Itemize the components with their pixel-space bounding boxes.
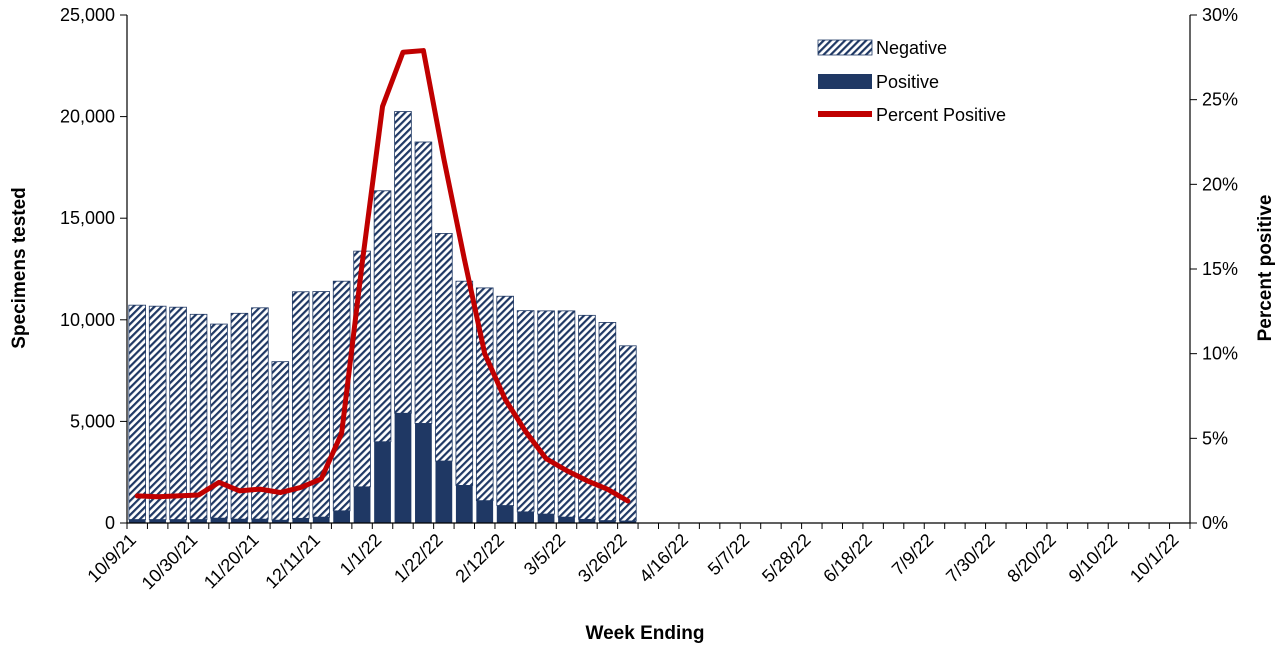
bars-layer <box>128 111 637 523</box>
y-tick-label: 15,000 <box>60 208 115 228</box>
y-tick-label: 20,000 <box>60 107 115 127</box>
bar-positive <box>415 423 432 523</box>
bar-negative <box>148 305 167 520</box>
legend-label-positive: Positive <box>876 72 939 92</box>
bar-positive <box>517 511 534 523</box>
bar-positive <box>496 505 514 523</box>
x-tick-label: 11/20/21 <box>200 530 263 593</box>
bar-negative <box>271 361 290 521</box>
legend-label-negative: Negative <box>876 38 947 58</box>
bar-negative <box>516 310 535 513</box>
x-axis-title: Week Ending <box>586 623 705 644</box>
y-tick-label: 25,000 <box>60 5 115 25</box>
x-tick-label: 5/28/22 <box>758 530 815 587</box>
bar-positive <box>210 518 228 523</box>
x-tick-label: 8/20/22 <box>1003 530 1060 587</box>
bar-negative <box>414 141 433 424</box>
y2-tick-label: 30% <box>1202 5 1238 25</box>
bar-positive <box>394 413 412 523</box>
bar-positive <box>292 518 310 523</box>
bar-positive <box>128 519 146 523</box>
x-tick-label: 10/9/21 <box>83 530 140 587</box>
bar-positive <box>312 517 330 523</box>
bar-negative <box>578 314 596 520</box>
x-tick-label: 12/11/21 <box>261 530 324 593</box>
x-tick-label: 1/1/22 <box>336 530 386 580</box>
x-tick-label: 10/1/22 <box>1126 530 1183 587</box>
x-tick-label: 6/18/22 <box>819 530 876 587</box>
x-tick-label: 7/9/22 <box>888 530 938 580</box>
y-tick-label: 5,000 <box>70 411 115 431</box>
y-tick-label: 0 <box>105 513 115 533</box>
percent-positive-line <box>134 48 631 504</box>
x-tick-label: 3/5/22 <box>520 530 570 580</box>
bar-negative <box>435 233 453 462</box>
bar-negative <box>557 310 576 518</box>
bar-negative <box>394 111 412 414</box>
bar-positive <box>169 519 187 523</box>
legend: Negative Positive Percent Positive <box>817 38 1006 125</box>
bar-negative <box>537 310 555 515</box>
legend-swatch-positive <box>818 74 872 89</box>
y2-tick-label: 25% <box>1202 90 1238 110</box>
x-tick-label: 4/16/22 <box>635 530 692 587</box>
bar-positive <box>271 520 289 523</box>
y-tick-label: 10,000 <box>60 310 115 330</box>
bar-positive <box>558 517 575 523</box>
bar-positive <box>578 519 596 523</box>
bar-positive <box>333 510 351 523</box>
bar-positive <box>149 519 167 523</box>
bar-negative <box>353 250 371 488</box>
bar-positive <box>435 461 453 523</box>
bar-positive <box>353 486 371 523</box>
line-layer <box>134 48 631 504</box>
bar-negative <box>619 345 637 522</box>
x-tick-label: 1/22/22 <box>390 530 447 587</box>
y2-tick-label: 5% <box>1202 428 1228 448</box>
bar-negative <box>169 306 187 520</box>
y2-tick-label: 10% <box>1202 344 1238 364</box>
y-axis-title: Specimens tested <box>9 187 30 349</box>
bar-negative <box>189 313 208 520</box>
bar-positive <box>251 519 269 523</box>
x-tick-label: 2/12/22 <box>451 530 508 587</box>
legend-label-percent-positive: Percent Positive <box>876 105 1006 125</box>
x-tick-label: 7/30/22 <box>942 530 999 587</box>
bar-positive <box>476 500 494 523</box>
y2-tick-label: 15% <box>1202 259 1238 279</box>
x-tick-label: 9/10/22 <box>1065 530 1122 587</box>
bar-positive <box>599 520 616 523</box>
legend-swatch-negative <box>817 39 873 56</box>
x-tick-label: 5/7/22 <box>704 530 754 580</box>
bar-positive <box>455 485 473 523</box>
bar-negative <box>455 280 474 486</box>
y2-tick-label: 0% <box>1202 513 1228 533</box>
x-tick-label: 10/30/21 <box>138 530 202 594</box>
bar-negative <box>210 323 228 519</box>
bar-positive <box>231 519 248 523</box>
bar-positive <box>619 520 637 523</box>
bar-positive <box>537 514 555 523</box>
bar-negative <box>373 190 392 443</box>
x-tick-label: 3/26/22 <box>574 530 631 587</box>
bar-positive <box>190 519 207 523</box>
bar-positive <box>374 441 391 523</box>
y2-axis-title: Percent positive <box>1255 195 1276 342</box>
y2-tick-label: 20% <box>1202 174 1238 194</box>
bar-negative <box>128 304 146 520</box>
